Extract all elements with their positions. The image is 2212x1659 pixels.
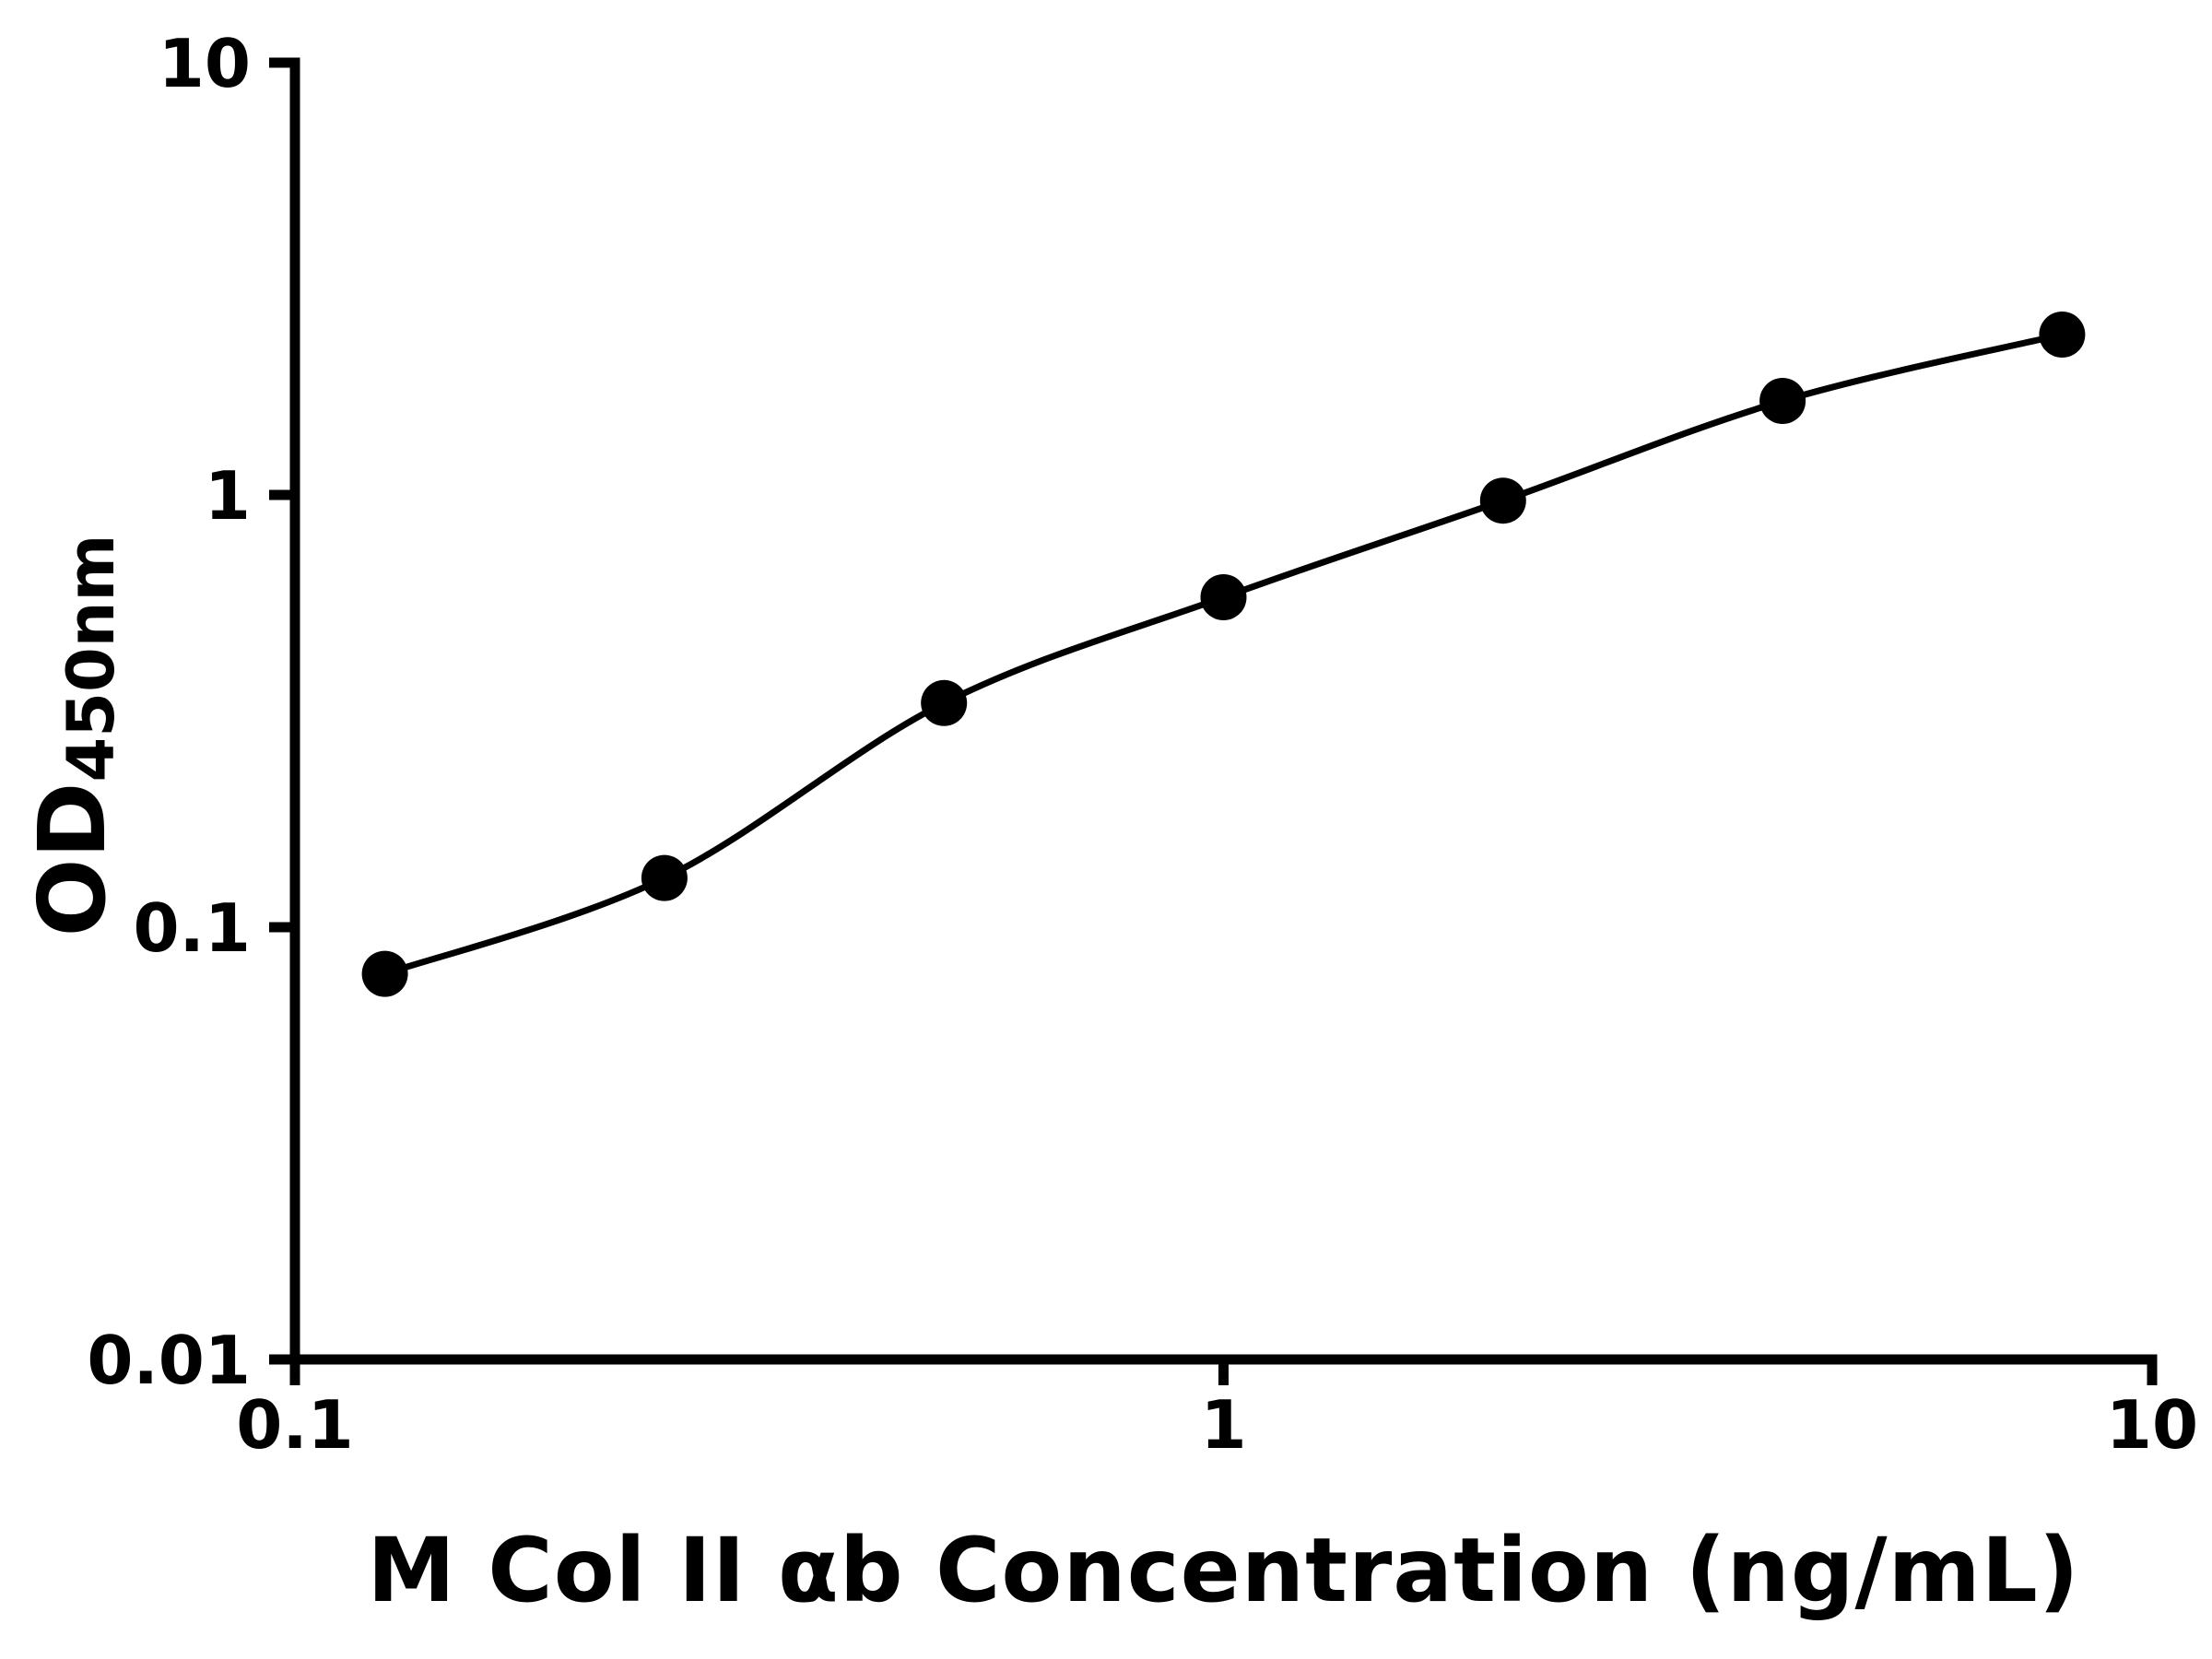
y-axis-title-main: OD	[18, 782, 126, 937]
data-point	[1759, 378, 1806, 424]
data-point	[921, 679, 968, 726]
axis-spines	[289, 57, 2158, 1365]
y-tick-label: 1	[205, 457, 251, 535]
x-tick-label: 10	[2106, 1386, 2198, 1464]
data-point	[641, 854, 688, 901]
y-tick-label: 10	[159, 25, 251, 102]
x-tick-label: 0.1	[236, 1386, 354, 1464]
data-point	[1200, 574, 1247, 620]
data-point	[2039, 312, 2086, 358]
fit-curve	[383, 331, 2064, 977]
data-point	[1479, 477, 1526, 524]
x-tick-label: 1	[1200, 1386, 1246, 1464]
x-axis-title: M Col II αb Concentration (ng/mL)	[367, 1519, 2080, 1622]
y-axis-title-subscript: 450nm	[53, 534, 129, 782]
data-point	[361, 950, 408, 997]
y-tick-label: 0.1	[133, 889, 251, 967]
y-axis-title-text: OD450nm	[18, 535, 129, 937]
y-tick-label: 0.01	[87, 1322, 251, 1399]
